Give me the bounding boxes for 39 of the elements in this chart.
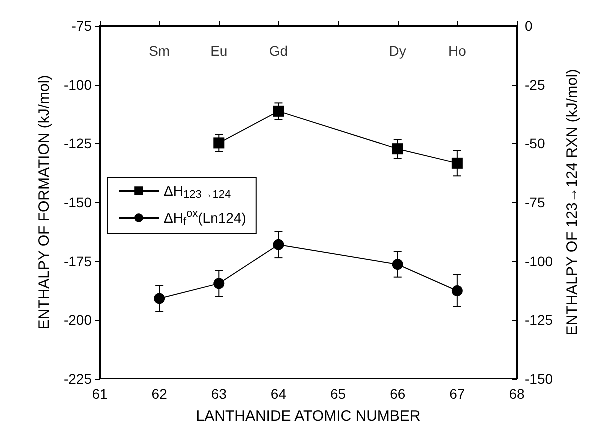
y2-tick-label: -50 [525, 136, 546, 152]
annotation: Eu [210, 43, 228, 59]
y-tick-label: -125 [64, 136, 92, 152]
y2-tick-label: 0 [525, 18, 533, 34]
x-axis-title: LANTHANIDE ATOMIC NUMBER [196, 408, 421, 425]
annotation: Sm [149, 43, 170, 59]
y2-tick-label: -25 [525, 76, 546, 93]
y-tick-label: -175 [64, 253, 92, 270]
y2-axis-title: ENTHALPY OF 123→124 RXN (kJ/mol) [564, 69, 581, 336]
x-tick-label: 66 [390, 386, 406, 402]
point [273, 239, 284, 250]
y-tick-label: -225 [64, 371, 92, 387]
y2-tick-label: -75 [525, 194, 546, 210]
point [154, 293, 166, 304]
y2-tick-label: -150 [525, 371, 554, 387]
x-tick-label: 63 [211, 386, 228, 402]
point [214, 278, 225, 290]
x-tick-label: 65 [330, 386, 346, 402]
y2-tick-label: -100 [525, 253, 554, 270]
point [392, 259, 404, 270]
y-tick-label: -150 [64, 194, 92, 210]
y-axis-title: ENTHALPY OF FORMATION (kJ/mol) [36, 75, 53, 330]
point [452, 158, 463, 169]
annotation: Dy [389, 43, 406, 59]
point [452, 285, 463, 296]
x-tick-label: 61 [92, 386, 108, 402]
y-tick-label: -100 [64, 76, 92, 93]
y-tick-label: -75 [72, 18, 92, 34]
y2-tick-label: -125 [525, 312, 554, 328]
point [273, 106, 284, 117]
x-tick-label: 68 [509, 386, 525, 402]
x-tick-label: 67 [450, 386, 466, 402]
annotation: Gd [269, 43, 288, 59]
x-tick-label: 64 [270, 386, 287, 402]
point [214, 138, 225, 149]
point [392, 144, 404, 155]
annotation: Ho [448, 43, 467, 59]
y-tick-label: -200 [64, 312, 92, 328]
x-tick-label: 62 [152, 386, 168, 402]
